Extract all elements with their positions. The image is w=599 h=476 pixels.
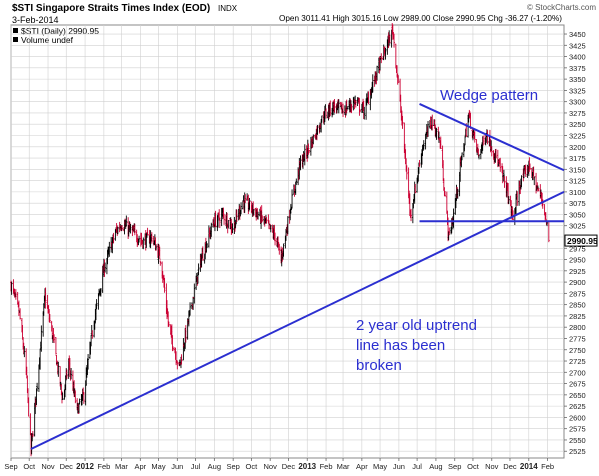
x-tick-label: Jul bbox=[191, 462, 201, 471]
uptrend-label-line2: line has been bbox=[356, 337, 445, 354]
y-tick-label: 2950 bbox=[569, 256, 586, 265]
x-tick-label: Sep bbox=[448, 462, 461, 471]
chart-title: $STI Singapore Straits Times Index (EOD) bbox=[12, 3, 210, 14]
y-tick-label: 3350 bbox=[569, 75, 586, 84]
x-tick-label: Dec bbox=[282, 462, 296, 471]
y-tick-label: 3400 bbox=[569, 53, 586, 62]
x-tick-label: Jun bbox=[171, 462, 183, 471]
y-tick-label: 3100 bbox=[569, 188, 586, 197]
y-tick-label: 2825 bbox=[569, 312, 586, 321]
y-tick-label: 3375 bbox=[569, 64, 586, 73]
x-tick-label: Apr bbox=[134, 462, 146, 471]
x-tick-label: Nov bbox=[41, 462, 55, 471]
x-tick-label: Feb bbox=[541, 462, 554, 471]
y-tick-label: 3225 bbox=[569, 132, 586, 141]
y-tick-label: 2625 bbox=[569, 402, 586, 411]
y-tick-label: 3125 bbox=[569, 177, 586, 186]
x-tick-label: Sep bbox=[4, 462, 17, 471]
x-tick-label: Oct bbox=[467, 462, 480, 471]
x-tick-label: Nov bbox=[485, 462, 499, 471]
x-tick-label: Dec bbox=[503, 462, 517, 471]
x-tick-label: 2012 bbox=[76, 462, 94, 471]
y-tick-label: 3200 bbox=[569, 143, 586, 152]
exchange-label: INDX bbox=[218, 4, 238, 13]
x-tick-label: Aug bbox=[208, 462, 221, 471]
y-tick-label: 2575 bbox=[569, 425, 586, 434]
y-tick-label: 3075 bbox=[569, 199, 586, 208]
uptrend-label-line1: 2 year old uptrend bbox=[356, 317, 477, 334]
x-tick-label: Mar bbox=[337, 462, 350, 471]
y-tick-label: 2900 bbox=[569, 278, 586, 287]
y-tick-label: 2600 bbox=[569, 413, 586, 422]
x-tick-label: Oct bbox=[23, 462, 36, 471]
x-tick-label: May bbox=[373, 462, 387, 471]
y-tick-label: 2850 bbox=[569, 301, 586, 310]
y-tick-label: 3250 bbox=[569, 120, 586, 129]
x-tick-label: Apr bbox=[356, 462, 368, 471]
x-tick-label: Oct bbox=[246, 462, 259, 471]
x-tick-label: May bbox=[151, 462, 165, 471]
x-tick-label: Mar bbox=[115, 462, 128, 471]
y-tick-label: 3325 bbox=[569, 86, 586, 95]
y-tick-label: 2800 bbox=[569, 323, 586, 332]
y-tick-label: 3025 bbox=[569, 222, 586, 231]
price-bars bbox=[10, 23, 550, 457]
legend-volume: Volume undef bbox=[21, 35, 74, 45]
last-price-value: 2990.95 bbox=[567, 236, 598, 246]
x-tick-label: Feb bbox=[320, 462, 333, 471]
x-tick-label: Nov bbox=[264, 462, 278, 471]
y-tick-label: 3300 bbox=[569, 98, 586, 107]
x-tick-label: Sep bbox=[226, 462, 239, 471]
wedge-pattern-label: Wedge pattern bbox=[440, 87, 538, 104]
y-tick-label: 3050 bbox=[569, 210, 586, 219]
y-tick-label: 2525 bbox=[569, 447, 586, 456]
y-tick-label: 3175 bbox=[569, 154, 586, 163]
trendlines bbox=[30, 103, 565, 450]
y-tick-label: 2875 bbox=[569, 289, 586, 298]
trendline-wedge-upper bbox=[419, 103, 565, 172]
chart-date: 3-Feb-2014 bbox=[12, 15, 59, 25]
x-tick-label: 2013 bbox=[298, 462, 316, 471]
x-tick-label: Aug bbox=[429, 462, 442, 471]
last-price-tag: 2990.95 bbox=[564, 234, 598, 247]
x-axis: Sep Oct Nov Dec 2012 Feb Mar Apr May Jun Jul Aug Sep… bbox=[4, 458, 554, 471]
ohlc-readout: Open 3011.41 High 3015.16 Low 2989.00 Cl… bbox=[279, 14, 562, 23]
grid-layer bbox=[10, 25, 564, 458]
legend-series: $STI (Daily) 2990.95 bbox=[21, 26, 99, 36]
x-tick-label: Feb bbox=[97, 462, 110, 471]
trendline-uptrend bbox=[30, 190, 565, 450]
x-tick-label: Dec bbox=[60, 462, 74, 471]
x-tick-label: 2014 bbox=[520, 462, 538, 471]
y-tick-label: 2775 bbox=[569, 334, 586, 343]
last-price-box bbox=[564, 234, 598, 247]
y-tick-label: 2675 bbox=[569, 380, 586, 389]
y-tick-label: 2650 bbox=[569, 391, 586, 400]
y-tick-label: 3275 bbox=[569, 109, 586, 118]
y-tick-label: 2700 bbox=[569, 368, 586, 377]
x-tick-label: Jul bbox=[412, 462, 422, 471]
y-tick-label: 3150 bbox=[569, 165, 586, 174]
y-tick-label: 3425 bbox=[569, 41, 586, 50]
uptrend-label-line3: broken bbox=[356, 357, 402, 374]
y-tick-label: 2550 bbox=[569, 436, 586, 445]
volume-swatch bbox=[13, 37, 18, 42]
y-tick-label: 3450 bbox=[569, 30, 586, 39]
y-tick-label: 2725 bbox=[569, 357, 586, 366]
y-tick-label: 2750 bbox=[569, 346, 586, 355]
x-tick-label: Jun bbox=[393, 462, 405, 471]
y-tick-label: 2925 bbox=[569, 267, 586, 276]
legend-swatch bbox=[13, 28, 18, 33]
y-axis: 2525 2550 2575 2600 2625 2650 2675 2700 2725 2750… bbox=[564, 30, 586, 456]
y-tick-label: 2975 bbox=[569, 244, 586, 253]
stockcharts-watermark: © StockCharts.com bbox=[527, 3, 596, 12]
